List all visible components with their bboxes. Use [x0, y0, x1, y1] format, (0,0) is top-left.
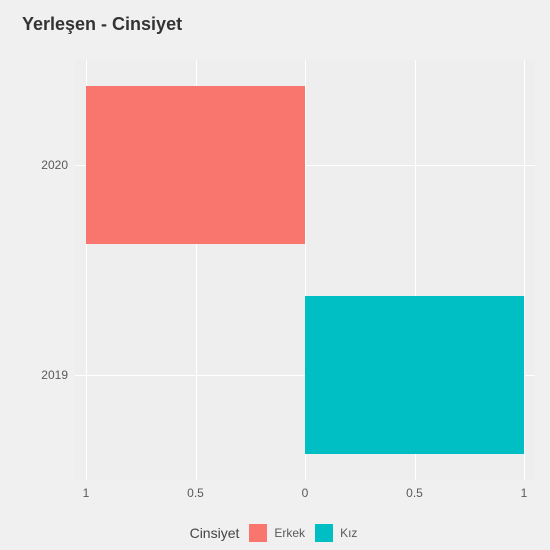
gridline-v [524, 60, 525, 480]
legend-swatch-kiz [315, 524, 333, 542]
y-tick-label: 2020 [41, 158, 68, 172]
chart-title: Yerleşen - Cinsiyet [22, 14, 182, 35]
x-tick-label: 1 [83, 486, 90, 500]
y-tick-label: 2019 [41, 368, 68, 382]
x-tick-label: 0.5 [187, 486, 204, 500]
legend-label: Kız [340, 526, 357, 540]
legend: Cinsiyet Erkek Kız [0, 524, 550, 542]
bar-2019-right [305, 296, 524, 454]
bar-2020-left [86, 86, 305, 244]
legend-title: Cinsiyet [190, 525, 240, 541]
x-tick-label: 0 [302, 486, 309, 500]
plot-area [75, 60, 535, 480]
legend-swatch-erkek [249, 524, 267, 542]
x-tick-label: 0.5 [406, 486, 423, 500]
x-tick-label: 1 [521, 486, 528, 500]
legend-label: Erkek [274, 526, 305, 540]
